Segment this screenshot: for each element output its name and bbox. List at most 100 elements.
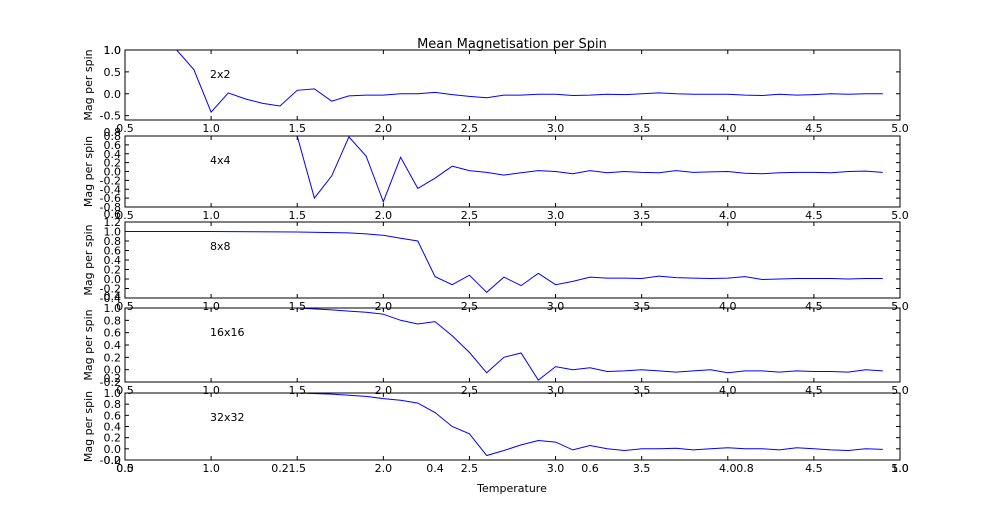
x-tick-label: 4.0 — [719, 462, 737, 475]
x-tick-label: 3.5 — [633, 384, 651, 397]
x-tick-label: 3.0 — [547, 122, 565, 135]
subplot-16x16: -0.20.00.20.40.60.81.00.5 1.0 1.5 2.0 2.5 3.0… — [82, 302, 909, 397]
x-tick-label: 2.5 — [461, 462, 479, 475]
x-tick-label: 4.5 — [805, 209, 823, 222]
x-tick-label: 2.0 — [375, 384, 393, 397]
x-tick-label: 5.0 — [891, 462, 909, 475]
y-axis-label: Mag per spin — [82, 136, 95, 207]
y-tick-label: -0.4 — [100, 183, 121, 196]
y-tick-label: 1.0 — [104, 302, 122, 315]
x-tick-label: 0.5 — [116, 462, 134, 475]
axes-frame — [124, 135, 901, 208]
y-tick-label: 0.5 — [104, 66, 122, 79]
overlay-x-tick-label: 0.6 — [581, 462, 599, 475]
x-tick-label: 3.5 — [633, 122, 651, 135]
x-tick-label: 4.5 — [805, 122, 823, 135]
x-tick-label: 4.0 — [719, 300, 737, 313]
y-tick-label: -0.2 — [100, 376, 121, 389]
overlay-axes: 0.0 0.2 0.4 0.6 0.8 1.00.00.20.40.60.81.0 — [104, 44, 909, 475]
y-tick-label: 0.0 — [104, 443, 122, 456]
y-tick-label: 0.2 — [104, 157, 122, 170]
overlay-y-tick-label: 0.2 — [104, 372, 122, 385]
panel-annotation: 2x2 — [210, 68, 231, 81]
y-tick-label: 0.0 — [104, 166, 122, 179]
x-tick-label: 2.5 — [461, 122, 479, 135]
x-tick-label: 3.0 — [547, 300, 565, 313]
x-tick-label: 3.5 — [633, 300, 651, 313]
y-tick-label: 0.8 — [104, 235, 122, 248]
x-tick-label: 1.5 — [288, 462, 306, 475]
overlay-y-tick-label: 0.0 — [104, 454, 122, 467]
figure-title: Mean Magnetisation per Spin — [417, 37, 607, 52]
y-tick-label: -0.5 — [100, 110, 121, 123]
y-axis-label: Mag per spin — [82, 309, 95, 380]
y-tick-label: 0.4 — [104, 254, 122, 267]
y-tick-label: 0.6 — [104, 327, 122, 340]
x-tick-label: 1.0 — [202, 122, 220, 135]
x-tick-label: 4.0 — [719, 209, 737, 222]
y-tick-label: 1.0 — [104, 44, 122, 57]
x-tick-label: 2.5 — [461, 384, 479, 397]
y-tick-label: -0.2 — [100, 454, 121, 467]
overlay-y-tick-label: 0.4 — [104, 290, 122, 303]
x-tick-label: 2.5 — [461, 209, 479, 222]
x-tick-label: 1.0 — [202, 209, 220, 222]
y-tick-label: 0.0 — [104, 273, 122, 286]
x-tick-label: 0.5 — [116, 122, 134, 135]
subplot-8x8: -0.4-0.20.00.20.40.60.81.01.20.5 1.0 1.5 2.… — [82, 216, 909, 313]
y-tick-label: -0.8 — [100, 201, 121, 214]
panel-annotation: 8x8 — [210, 240, 231, 253]
y-tick-label: -0.2 — [100, 283, 121, 296]
y-tick-label: 0.2 — [104, 264, 122, 277]
series-line — [125, 393, 883, 457]
x-tick-label: 1.0 — [202, 300, 220, 313]
y-tick-label: 0.6 — [104, 139, 122, 152]
subplot-4x4: -0.8-0.6-0.4-0.20.00.20.40.60.80.5 1.0 1.5… — [82, 130, 909, 222]
x-tick-label: 0.5 — [116, 209, 134, 222]
series-line — [125, 50, 883, 114]
axes-frame — [124, 49, 901, 121]
y-axis-label: Mag per spin — [82, 49, 95, 120]
x-tick-label: 4.0 — [719, 384, 737, 397]
panel-annotation: 4x4 — [210, 154, 231, 167]
x-tick-label: 2.0 — [375, 209, 393, 222]
y-tick-label: 0.2 — [104, 351, 122, 364]
panel-annotation: 32x32 — [210, 411, 245, 424]
x-tick-label: 5.0 — [891, 209, 909, 222]
y-tick-label: 0.8 — [104, 398, 122, 411]
x-tick-label: 2.0 — [375, 122, 393, 135]
x-tick-label: 1.5 — [288, 209, 306, 222]
x-tick-label: 2.0 — [375, 462, 393, 475]
y-tick-label: 1.0 — [104, 387, 122, 400]
axes-frame — [124, 307, 901, 383]
x-tick-label: 2.5 — [461, 300, 479, 313]
y-tick-label: 0.8 — [104, 130, 122, 143]
x-tick-label: 3.0 — [547, 209, 565, 222]
axes-frame — [124, 392, 901, 461]
overlay-x-tick-label: 0.0 — [116, 462, 134, 475]
x-tick-label: 4.0 — [719, 122, 737, 135]
x-tick-label: 3.5 — [633, 462, 651, 475]
x-tick-label: 5.0 — [891, 122, 909, 135]
y-tick-label: 0.8 — [104, 314, 122, 327]
overlay-x-tick-label: 0.8 — [736, 462, 754, 475]
x-tick-label: 5.0 — [891, 300, 909, 313]
y-tick-label: 0.6 — [104, 409, 122, 422]
y-tick-label: 0.6 — [104, 245, 122, 258]
y-tick-label: 0.4 — [104, 421, 122, 434]
y-tick-label: 1.0 — [104, 226, 122, 239]
y-tick-label: 1.2 — [104, 216, 122, 229]
series-line — [125, 231, 883, 293]
y-axis-label: Mag per spin — [82, 391, 95, 462]
overlay-y-tick-label: 1.0 — [104, 44, 122, 57]
y-tick-label: 0.4 — [104, 339, 122, 352]
y-tick-label: 0.2 — [104, 432, 122, 445]
x-tick-label: 4.5 — [805, 462, 823, 475]
y-axis-label: Mag per spin — [82, 224, 95, 295]
y-tick-label: -0.6 — [100, 192, 121, 205]
x-tick-label: 1.0 — [202, 462, 220, 475]
overlay-x-tick-label: 0.2 — [271, 462, 289, 475]
x-tick-label: 3.0 — [547, 462, 565, 475]
